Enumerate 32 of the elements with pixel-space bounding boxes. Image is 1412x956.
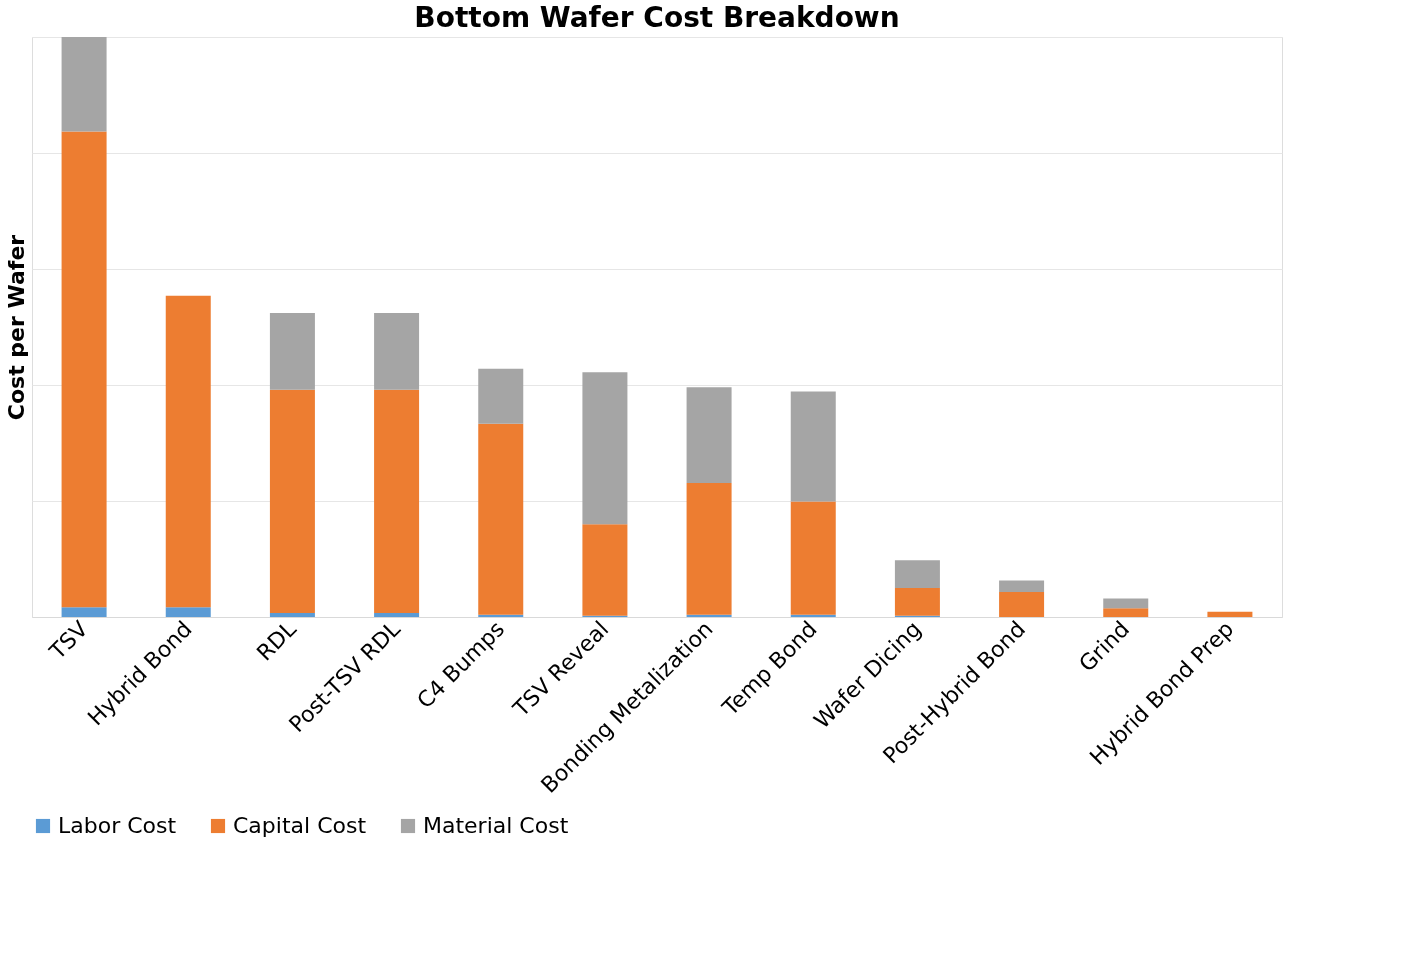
bar: [269, 612, 315, 617]
bar: [894, 560, 940, 588]
bar: [374, 389, 420, 613]
bar: [478, 368, 524, 424]
bar: [1207, 611, 1253, 617]
chart-title: Bottom Wafer Cost Breakdown: [414, 1, 900, 34]
bar: [999, 580, 1045, 593]
bar: [582, 372, 628, 525]
bar: [686, 483, 732, 615]
bar: [999, 592, 1045, 617]
bar: [269, 313, 315, 390]
bar: [374, 612, 420, 617]
bar: [790, 501, 836, 615]
bar: [61, 37, 107, 132]
bar: [686, 387, 732, 484]
bar: [374, 313, 420, 390]
bar: [61, 131, 107, 608]
bar: [894, 588, 940, 616]
legend-label: Material Cost: [423, 813, 569, 838]
bar: [165, 607, 211, 617]
bar: [269, 389, 315, 613]
bar: [582, 524, 628, 616]
legend-label: Capital Cost: [233, 813, 367, 838]
bar: [790, 391, 836, 502]
bar: [478, 423, 524, 615]
bar: [1103, 608, 1149, 617]
x-tick-label: TSV: [44, 616, 93, 665]
bar: [165, 295, 211, 608]
bar: [61, 607, 107, 617]
bar: [1103, 598, 1149, 609]
y-axis-title: Cost per Wafer: [3, 234, 29, 421]
legend-label: Labor Cost: [58, 813, 177, 838]
